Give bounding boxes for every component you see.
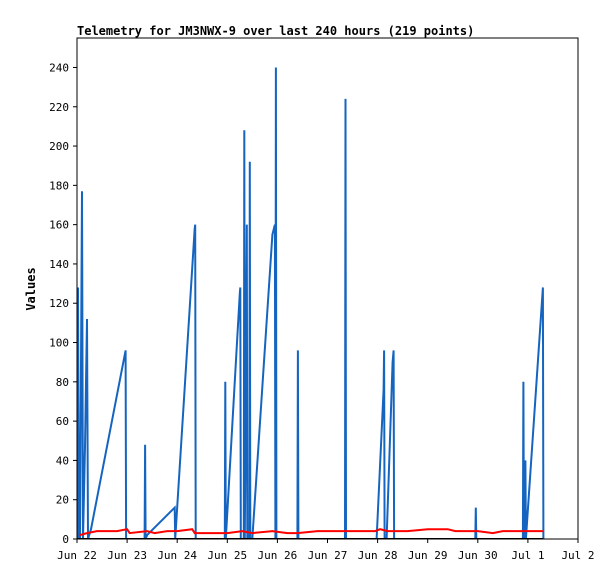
x-tick-label: Jun 29 bbox=[408, 549, 448, 562]
y-tick-label: 120 bbox=[49, 297, 69, 310]
y-tick-label: 100 bbox=[49, 337, 69, 350]
x-tick-label: Jun 25 bbox=[207, 549, 247, 562]
x-tick-label: Jun 22 bbox=[57, 549, 97, 562]
y-tick-label: 180 bbox=[49, 179, 69, 192]
x-tick-label: Jul 2 bbox=[561, 549, 594, 562]
y-tick-label: 240 bbox=[49, 61, 69, 74]
x-tick-label: Jun 23 bbox=[107, 549, 147, 562]
series-line-1 bbox=[79, 528, 543, 537]
y-tick-label: 200 bbox=[49, 140, 69, 153]
y-tick-label: 80 bbox=[56, 376, 69, 389]
chart-title: Telemetry for JM3NWX-9 over last 240 hou… bbox=[77, 24, 474, 38]
x-tick-label: Jun 26 bbox=[258, 549, 298, 562]
y-tick-label: 220 bbox=[49, 101, 69, 114]
y-axis-label: Values bbox=[24, 267, 38, 310]
y-tick-label: 60 bbox=[56, 415, 69, 428]
x-tick-label: Jun 27 bbox=[308, 549, 348, 562]
y-tick-label: 40 bbox=[56, 454, 69, 467]
series-line-0 bbox=[77, 67, 545, 539]
x-tick-label: Jun 30 bbox=[458, 549, 498, 562]
y-tick-label: 20 bbox=[56, 494, 69, 507]
y-tick-label: 160 bbox=[49, 219, 69, 232]
x-tick-label: Jun 28 bbox=[358, 549, 398, 562]
y-tick-label: 140 bbox=[49, 258, 69, 271]
y-tick-label: 0 bbox=[62, 533, 69, 546]
x-tick-label: Jun 24 bbox=[157, 549, 197, 562]
x-tick-label: Jul 1 bbox=[511, 549, 544, 562]
